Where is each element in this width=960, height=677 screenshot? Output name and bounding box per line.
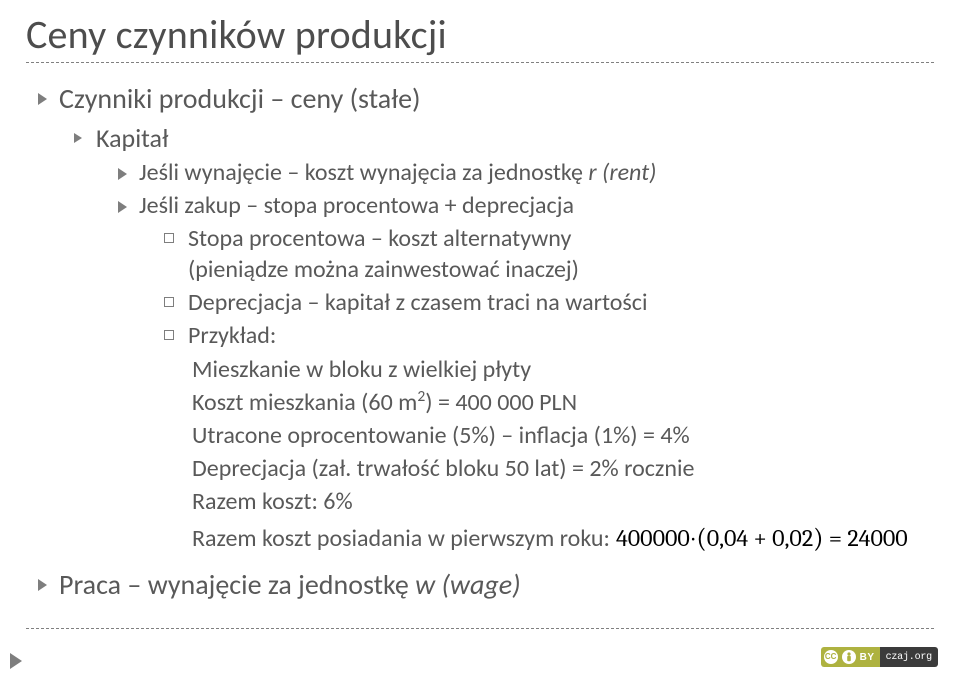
- square-bullet-icon: [164, 297, 174, 307]
- by-label: BY: [860, 652, 875, 663]
- corner-triangle-icon: [10, 653, 22, 669]
- example-line-3: Utracone oprocentowanie (5%) – inflacja …: [192, 420, 934, 451]
- bottom-underline: [26, 628, 934, 629]
- paren-right: ): [813, 523, 823, 554]
- text-plain: Praca – wynajęcie za jednostkę: [59, 567, 415, 602]
- bullet-lvl4-example: Przykład:: [164, 320, 934, 351]
- formula: 400000·(0,04 + 0,02) = 24000: [616, 520, 908, 555]
- formula-mid: 0,04 + 0,02: [707, 524, 813, 552]
- triangle-bullet-icon: [118, 168, 127, 180]
- text: Przykład:: [188, 320, 276, 351]
- bullet-lvl4-interest: Stopa procentowa – koszt alternatywny (p…: [164, 223, 934, 285]
- bullet-lvl4-depreciation: Deprecjacja – kapitał z czasem traci na …: [164, 287, 934, 318]
- text-line1: Stopa procentowa – koszt alternatywny: [188, 224, 571, 253]
- text-italic: r (rent): [588, 158, 656, 187]
- text-plain: Jeśli wynajęcie – koszt wynajęcia za jed…: [139, 158, 588, 187]
- cc-license-badge: CC BY czaj.org: [821, 647, 938, 667]
- text-italic: w (wage): [415, 567, 521, 602]
- example-line-1: Mieszkanie w bloku z wielkiej płyty: [192, 354, 934, 385]
- text: Jeśli wynajęcie – koszt wynajęcia za jed…: [139, 157, 656, 188]
- paren-left: (: [696, 523, 706, 554]
- text: Deprecjacja – kapitał z czasem traci na …: [188, 287, 647, 318]
- example-line-6: Razem koszt posiadania w pierwszym roku:…: [192, 520, 934, 555]
- cc-badge-left: CC BY: [821, 647, 880, 667]
- text-a: Koszt mieszkania (60 m: [192, 388, 417, 417]
- text-line2: (pieniądze można zainwestować inaczej): [188, 255, 579, 284]
- bullet-lvl3-rent: Jeśli wynajęcie – koszt wynajęcia za jed…: [118, 157, 934, 188]
- slide: Ceny czynników produkcji Czynniki produk…: [0, 0, 960, 677]
- triangle-bullet-icon: [38, 579, 47, 591]
- square-bullet-icon: [164, 233, 174, 243]
- square-bullet-icon: [164, 330, 174, 340]
- text-b: ) = 400 000 PLN: [425, 388, 577, 417]
- bullet-lvl2-capital: Kapitał: [74, 122, 934, 155]
- by-icon: [842, 650, 856, 664]
- text: Praca – wynajęcie za jednostkę w (wage): [59, 567, 521, 602]
- example-line-5: Razem koszt: 6%: [192, 486, 934, 517]
- formula-eq: = 24000: [823, 524, 907, 552]
- bullet-lvl1-factors: Czynniki produkcji – ceny (stałe): [38, 81, 934, 116]
- cc-domain: czaj.org: [880, 647, 938, 667]
- text: Stopa procentowa – koszt alternatywny (p…: [188, 223, 579, 285]
- text-label: Razem koszt posiadania w pierwszym roku:: [192, 523, 610, 554]
- text: Czynniki produkcji – ceny (stałe): [59, 81, 421, 116]
- cc-icon: CC: [824, 650, 838, 664]
- text: Kapitał: [96, 122, 168, 155]
- formula-a: 400000: [616, 524, 690, 552]
- bullet-lvl1-labor: Praca – wynajęcie za jednostkę w (wage): [38, 567, 934, 602]
- triangle-bullet-icon: [74, 133, 82, 143]
- example-line-2: Koszt mieszkania (60 m2) = 400 000 PLN: [192, 387, 934, 418]
- slide-title: Ceny czynników produkcji: [26, 14, 934, 56]
- title-underline: [26, 62, 934, 63]
- bullet-lvl3-purchase: Jeśli zakup – stopa procentowa + deprecj…: [118, 190, 934, 221]
- text: Jeśli zakup – stopa procentowa + deprecj…: [139, 190, 574, 221]
- triangle-bullet-icon: [38, 93, 47, 105]
- example-line-4: Deprecjacja (zał. trwałość bloku 50 lat)…: [192, 453, 934, 484]
- triangle-bullet-icon: [118, 201, 127, 213]
